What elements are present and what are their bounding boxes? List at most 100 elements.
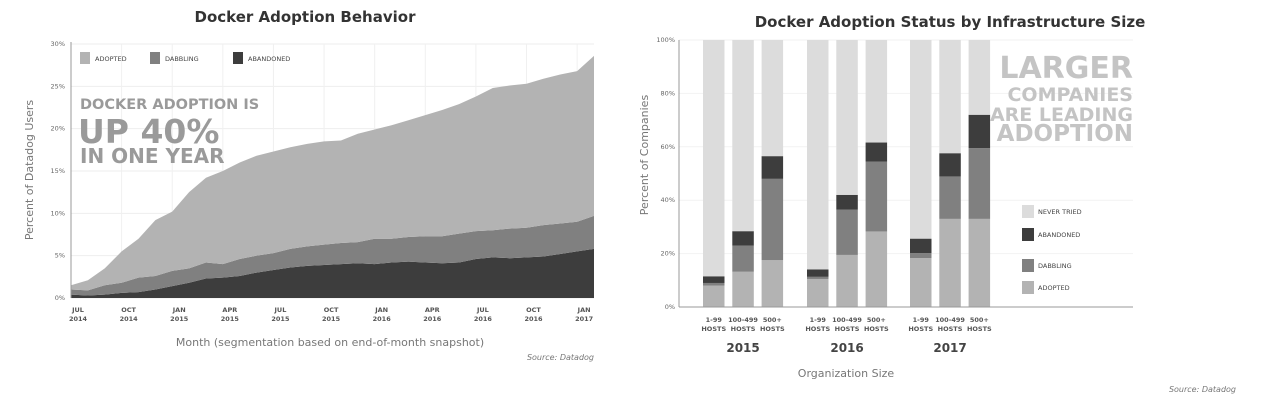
legend-label-dabbling: DABBLING	[165, 55, 199, 63]
left-chart-title: Docker Adoption Behavior	[195, 8, 417, 26]
bar-2016-500+-adopted	[865, 231, 888, 307]
left-areas	[71, 55, 594, 298]
legend-swatch-abandoned	[1022, 228, 1034, 241]
bar-2017-1-99-adopted	[910, 258, 932, 307]
bar-2015-500+-dabbling	[761, 178, 784, 261]
adoption-status-chart: Docker Adoption Status by Infrastructure…	[638, 13, 1236, 394]
legend-label-abandoned: ABANDONED	[1038, 231, 1080, 239]
y-tick-label: 20%	[661, 250, 675, 258]
bar-2017-500+-never-tried	[968, 40, 991, 115]
x-tick-label: APR	[425, 306, 440, 314]
x-tick-label: HOSTS	[760, 325, 785, 333]
bar-2017-1-99-dabbling	[910, 253, 932, 259]
bar-2016-1-99-dabbling	[807, 276, 829, 279]
right-bars	[703, 40, 991, 307]
x-tick-label: 100-499	[728, 316, 758, 324]
annotation-line-2: UP 40%	[78, 112, 219, 151]
x-tick-label: 500+	[970, 316, 989, 324]
left-legend: ADOPTED DABBLING ABANDONED	[80, 52, 290, 64]
adoption-behavior-chart: Docker Adoption Behavior 0% 5% 10% 15% 20% 25…	[23, 8, 594, 362]
x-tick-label: HOSTS	[908, 325, 933, 333]
x-tick-label: HOSTS	[731, 325, 756, 333]
x-tick-label: OCT	[121, 306, 136, 314]
group-label: 2015	[726, 341, 759, 355]
bar-2015-1-99-abandoned	[703, 276, 725, 283]
x-tick-label: JAN	[577, 306, 591, 314]
bar-2015-100-499-abandoned	[732, 231, 754, 246]
left-source: Source: Datadog	[527, 353, 594, 362]
y-tick-label: 25%	[51, 82, 65, 90]
bar-2015-1-99-dabbling	[703, 282, 725, 286]
bar-2016-100-499-dabbling	[836, 209, 858, 255]
y-tick-label: 60%	[661, 143, 675, 151]
legend-label-adopted: ADOPTED	[1038, 284, 1070, 292]
y-tick-label: 0%	[55, 294, 65, 302]
bar-2017-100-499-dabbling	[939, 176, 961, 219]
legend-label-abandoned: ABANDONED	[248, 55, 290, 63]
bar-2016-100-499-adopted	[836, 254, 858, 307]
annotation-line-3: ARE LEADING	[990, 104, 1133, 126]
right-chart-title: Docker Adoption Status by Infrastructure…	[755, 13, 1146, 31]
legend-swatch-adopted	[1022, 281, 1034, 294]
legend-label-never-tried: NEVER TRIED	[1038, 208, 1082, 216]
group-label: 2016	[830, 341, 863, 355]
y-tick-label: 5%	[55, 252, 65, 260]
x-tick-label: 2015	[271, 315, 290, 323]
annotation-line-1: LARGER	[999, 51, 1133, 86]
left-x-axis-label: Month (segmentation based on end-of-mont…	[176, 336, 484, 349]
annotation-line-3: IN ONE YEAR	[80, 144, 225, 168]
bar-2016-1-99-abandoned	[807, 269, 829, 277]
legend-label-adopted: ADOPTED	[95, 55, 127, 63]
bar-2015-500+-abandoned	[761, 156, 784, 179]
bar-2017-1-99-never-tried	[910, 40, 932, 239]
x-tick-label: 1-99	[706, 316, 723, 324]
annotation-line-1: DOCKER ADOPTION IS	[80, 97, 259, 113]
x-tick-label: 2016	[373, 315, 392, 323]
bar-2015-500+-adopted	[761, 260, 784, 307]
bar-2017-100-499-adopted	[939, 218, 961, 307]
x-tick-label: JUL	[71, 306, 84, 314]
right-annotation: LARGER COMPANIES ARE LEADING ADOPTION	[990, 51, 1133, 147]
bar-2015-1-99-adopted	[703, 285, 725, 307]
x-tick-label: 2015	[221, 315, 240, 323]
bar-2015-100-499-dabbling	[732, 245, 754, 272]
bar-2015-1-99-never-tried	[703, 40, 725, 277]
bar-2016-500+-dabbling	[865, 161, 888, 232]
bar-2016-500+-abandoned	[865, 142, 888, 162]
y-tick-label: 40%	[661, 196, 675, 204]
area-adopted	[71, 55, 594, 291]
x-tick-label: HOSTS	[938, 325, 963, 333]
bar-2017-100-499-abandoned	[939, 153, 961, 177]
annotation-line-4: ADOPTION	[997, 121, 1133, 147]
x-tick-label: JAN	[374, 306, 388, 314]
y-tick-label: 30%	[51, 40, 65, 48]
right-legend: NEVER TRIED ABANDONED DABBLING ADOPTED	[1022, 205, 1082, 294]
y-tick-label: 100%	[656, 36, 675, 44]
bar-2016-1-99-adopted	[807, 278, 829, 307]
left-y-axis-label: Percent of Datadog Users	[23, 100, 36, 241]
x-tick-label: HOSTS	[835, 325, 860, 333]
legend-swatch-abandoned	[233, 52, 243, 64]
right-x-axis-label: Organization Size	[798, 367, 895, 380]
legend-swatch-never-tried	[1022, 205, 1034, 218]
x-tick-label: HOSTS	[701, 325, 726, 333]
x-tick-label: 1-99	[810, 316, 827, 324]
bar-2017-500+-dabbling	[968, 148, 991, 219]
x-tick-label: 1-99	[913, 316, 930, 324]
legend-swatch-dabbling	[1022, 259, 1034, 272]
bar-2016-100-499-never-tried	[836, 40, 858, 195]
bar-2016-500+-never-tried	[865, 40, 888, 143]
y-tick-label: 10%	[51, 209, 65, 217]
x-tick-label: APR	[222, 306, 237, 314]
x-tick-label: 100-499	[935, 316, 965, 324]
y-tick-label: 0%	[665, 303, 675, 311]
group-label: 2017	[933, 341, 966, 355]
bar-2017-500+-abandoned	[968, 114, 991, 149]
bar-2017-500+-adopted	[968, 218, 991, 307]
right-source: Source: Datadog	[1169, 385, 1236, 394]
y-tick-label: 80%	[661, 89, 675, 97]
x-tick-label: 2015	[170, 315, 189, 323]
right-grid: 0%20%40%60%80%100%1-99HOSTS100-499HOSTS5…	[656, 36, 1133, 355]
x-tick-label: 100-499	[832, 316, 862, 324]
bar-2015-100-499-adopted	[732, 271, 754, 307]
